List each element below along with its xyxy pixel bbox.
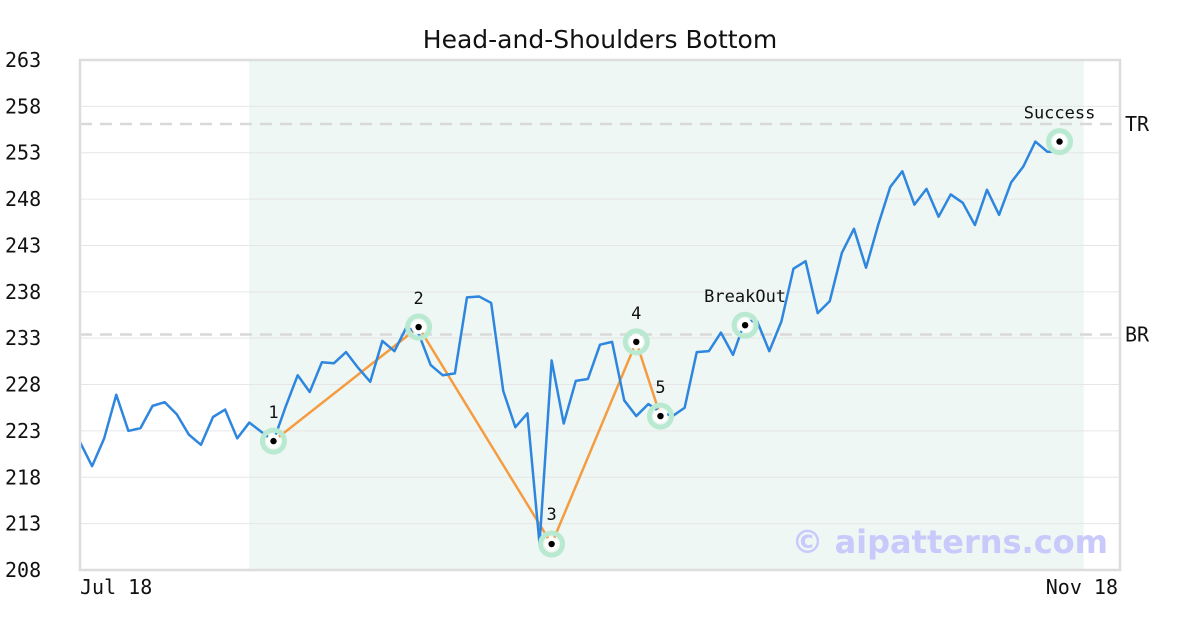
y-tick-label: 233 bbox=[5, 326, 41, 350]
price-line bbox=[78, 140, 1060, 546]
y-tick-label: 218 bbox=[5, 465, 41, 489]
pattern-point-label: 1 bbox=[268, 403, 278, 423]
horizontal-lines: TR BR bbox=[80, 112, 1150, 346]
frame-border bbox=[78, 58, 1122, 572]
pattern-point-marker-dot bbox=[548, 540, 555, 548]
y-tick-label: 263 bbox=[5, 48, 41, 72]
y-axis: 208 213 218 223 228 233 238 243 248 253 258 263 bbox=[5, 48, 41, 582]
hline-label: BR bbox=[1125, 322, 1150, 346]
pattern-point-label: 4 bbox=[631, 304, 641, 324]
signal-marker-dot bbox=[1056, 138, 1063, 145]
signal-label: Success bbox=[1024, 104, 1096, 124]
x-tick-label: Nov 18 bbox=[1046, 575, 1118, 599]
pattern-point-marker-dot bbox=[270, 437, 277, 445]
y-tick-label: 228 bbox=[5, 373, 41, 397]
pattern-point-marker-ring bbox=[622, 328, 650, 356]
pattern-point-marker-dot bbox=[657, 412, 664, 420]
pattern-point-marker-dot bbox=[633, 338, 640, 346]
pattern-point-marker-dot bbox=[415, 323, 422, 331]
pattern-point-label: 5 bbox=[655, 378, 665, 398]
pattern-point-marker-ring bbox=[646, 402, 674, 430]
y-tick-label: 213 bbox=[5, 512, 41, 536]
pattern-point-label: 3 bbox=[547, 505, 557, 525]
y-tick-label: 258 bbox=[5, 94, 41, 118]
hline-label: TR bbox=[1125, 112, 1150, 136]
chart-title: Head-and-Shoulders Bottom bbox=[423, 25, 777, 54]
y-tick-label: 243 bbox=[5, 233, 41, 257]
y-tick-label: 223 bbox=[5, 419, 41, 443]
signal-marker-dot bbox=[741, 322, 749, 329]
pattern-point-marker-ring bbox=[405, 313, 433, 341]
x-tick-label: Jul 18 bbox=[80, 575, 152, 599]
pattern-markers: 1 2 3 4 5 BreakOut Success bbox=[259, 104, 1096, 558]
signal-marker-ring bbox=[731, 311, 759, 339]
signal-label: BreakOut bbox=[704, 287, 786, 307]
pattern-point-marker-ring bbox=[538, 530, 566, 558]
plot-frame bbox=[78, 58, 1122, 572]
highlight-region bbox=[249, 60, 1084, 570]
y-tick-label: 253 bbox=[5, 141, 41, 165]
pattern-point-label: 2 bbox=[413, 289, 423, 309]
watermark: © aipatterns.com bbox=[791, 523, 1108, 561]
pattern-point-marker-ring bbox=[259, 427, 287, 455]
y-tick-label: 208 bbox=[5, 558, 41, 582]
signal-marker-ring bbox=[1046, 128, 1074, 156]
x-axis: Jul 18 Nov 18 bbox=[80, 575, 1118, 599]
price-series bbox=[78, 140, 1060, 546]
y-tick-label: 248 bbox=[5, 187, 41, 211]
highlight-band bbox=[249, 60, 1084, 570]
y-tick-label: 238 bbox=[5, 280, 41, 304]
